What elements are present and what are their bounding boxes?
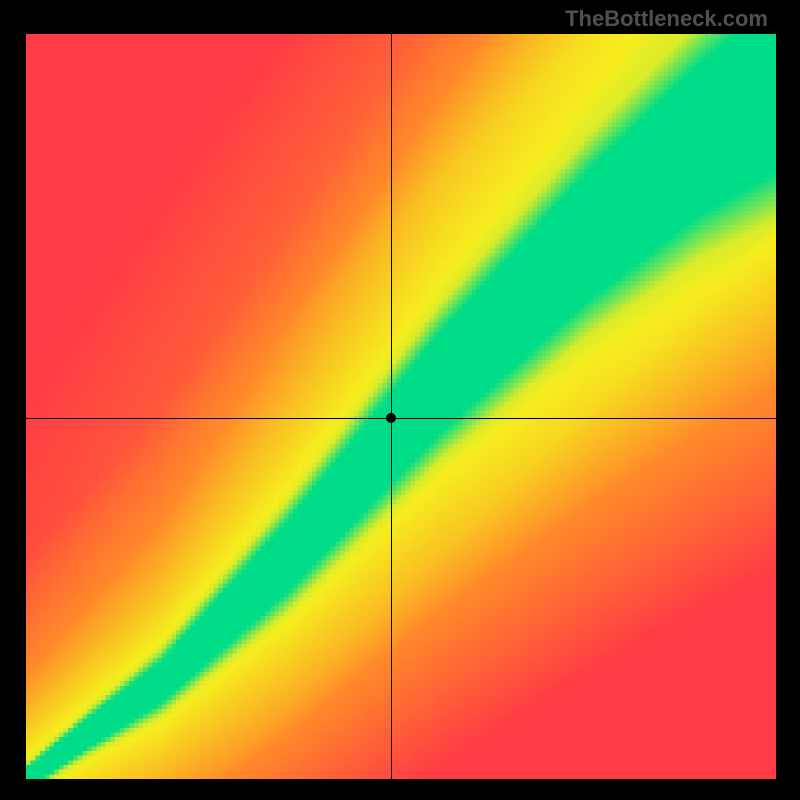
heatmap-canvas: [26, 34, 776, 779]
data-point-marker: [386, 413, 396, 423]
chart-container: TheBottleneck.com: [0, 0, 800, 800]
heatmap-plot: [26, 34, 776, 779]
crosshair-vertical: [391, 34, 392, 779]
watermark-text: TheBottleneck.com: [565, 6, 768, 32]
crosshair-horizontal: [26, 418, 776, 419]
